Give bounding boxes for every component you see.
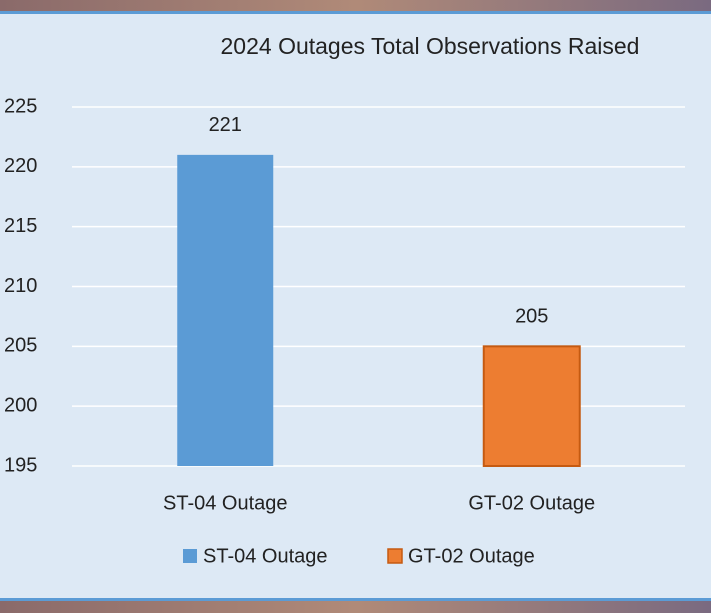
legend-label: ST-04 Outage (203, 545, 328, 567)
y-tick-label: 195 (4, 454, 37, 476)
legend-swatch (387, 548, 403, 564)
y-tick-label: 210 (4, 275, 37, 297)
top-band (0, 0, 711, 11)
data-label: 221 (209, 114, 242, 136)
bottom-band (0, 600, 711, 613)
chart-title: 2024 Outages Total Observations Raised (221, 33, 640, 59)
bar (482, 345, 581, 468)
y-tick-label: 220 (4, 155, 37, 177)
data-label: 205 (515, 306, 548, 328)
bottom-border (0, 598, 711, 601)
legend-label: GT-02 Outage (408, 545, 535, 567)
legend-swatch (183, 549, 197, 563)
x-tick-label: ST-04 Outage (163, 492, 288, 514)
y-tick-label: 225 (4, 95, 37, 117)
bar (177, 154, 274, 466)
y-tick-label: 205 (4, 335, 37, 357)
x-tick-label: GT-02 Outage (468, 492, 595, 514)
y-tick-label: 200 (4, 394, 37, 416)
y-tick-label: 215 (4, 215, 37, 237)
top-border (0, 11, 711, 14)
